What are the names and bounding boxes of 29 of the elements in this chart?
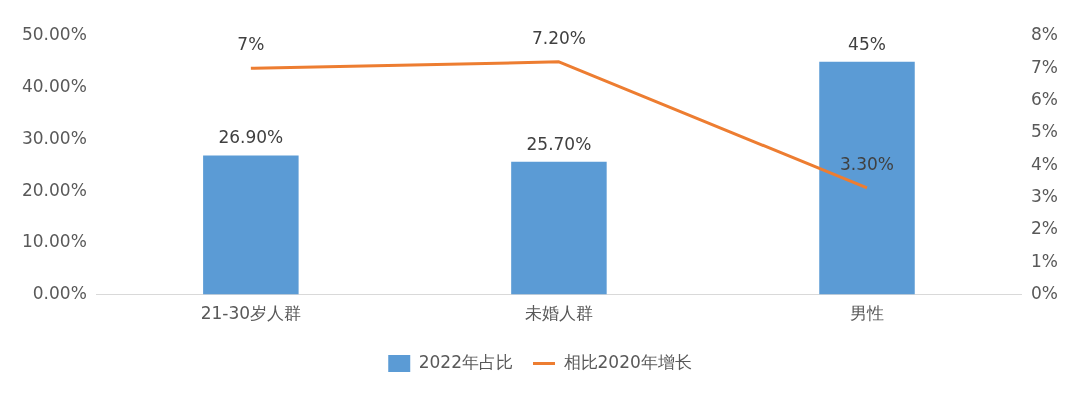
y2-tick-label: 4% [1031, 153, 1059, 174]
x-tick-label: 21-30岁人群 [200, 303, 302, 324]
y2-tick-label: 6% [1031, 89, 1059, 110]
y2-tick-label: 8% [1031, 24, 1059, 45]
y2-tick-label: 2% [1031, 218, 1059, 239]
y-tick-label: 20.00% [21, 179, 87, 200]
legend-label: 相比2020年增长 [563, 351, 692, 372]
y2-tick-label: 5% [1031, 121, 1059, 142]
data-label: 7% [237, 34, 265, 55]
y-tick-label: 0.00% [32, 283, 87, 304]
x-tick-label: 未婚人群 [524, 303, 593, 324]
bar [511, 161, 607, 295]
bar [819, 61, 915, 295]
legend-label: 2022年占比 [418, 351, 513, 372]
y-tick-label: 10.00% [21, 231, 87, 252]
y-tick-label: 30.00% [21, 127, 87, 148]
data-label: 25.70% [526, 133, 592, 154]
y2-tick-label: 7% [1031, 56, 1059, 77]
data-label: 45% [848, 33, 886, 54]
y2-tick-label: 3% [1031, 186, 1059, 207]
data-label: 3.30% [839, 153, 894, 174]
bar [203, 155, 299, 295]
y2-tick-label: 1% [1031, 250, 1059, 271]
x-tick-label: 男性 [850, 303, 884, 324]
y-tick-label: 40.00% [21, 76, 87, 97]
y-tick-label: 50.00% [21, 24, 87, 45]
y2-tick-label: 0% [1031, 283, 1059, 304]
data-label: 7.20% [531, 27, 586, 48]
data-label: 26.90% [218, 127, 284, 148]
